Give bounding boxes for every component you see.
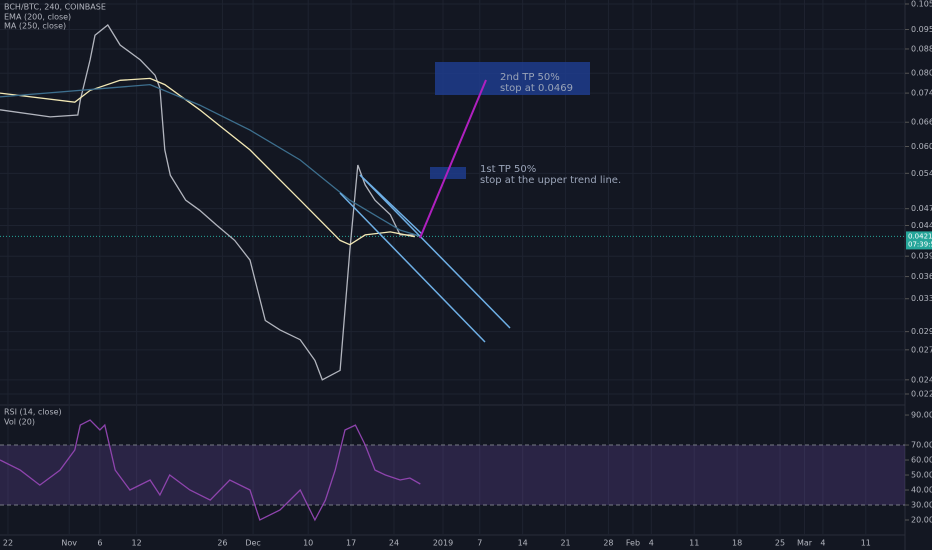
- chart-title: BCH/BTC, 240, COINBASE: [4, 3, 106, 12]
- y-tick-label: 0.02400: [911, 375, 932, 384]
- series-line: [0, 83, 421, 237]
- y-tick-label: 30.0000: [911, 501, 932, 510]
- y-tick-label: 20.0000: [911, 516, 932, 525]
- y-tick-label: 0.05400: [911, 169, 932, 178]
- y-tick-label: 70.0000: [911, 441, 932, 450]
- y-tick-label: 0.07400: [911, 89, 932, 98]
- x-tick-label: 12: [132, 539, 142, 548]
- x-tick-label: 10: [303, 539, 313, 548]
- y-tick-label: 0.03300: [911, 294, 932, 303]
- y-tick-label: 0.06000: [911, 142, 932, 151]
- x-tick-label: 2019: [433, 539, 453, 548]
- y-tick-label: 0.03900: [911, 252, 932, 261]
- x-tick-label: 7: [477, 539, 482, 548]
- series-line: [0, 24, 421, 381]
- annotation: 1st TP 50%: [480, 164, 536, 175]
- last-price-badge: [906, 231, 932, 250]
- y-tick-label: 0.08000: [911, 69, 932, 78]
- plot: [0, 24, 421, 522]
- y-tick-label: 0.04400: [911, 221, 932, 230]
- x-tick-label: 24: [389, 539, 399, 548]
- x-tick-label: 21: [560, 539, 570, 548]
- x-tick-label: 4: [649, 539, 654, 548]
- legend-entry: EMA (200, close): [4, 13, 71, 22]
- x-tick-label: 26: [217, 539, 227, 548]
- y-tick-label: 40.0000: [911, 486, 932, 495]
- y-tick-label: 0.06600: [911, 118, 932, 127]
- y-tick-label: 50.0000: [911, 471, 932, 480]
- y-tick-label: 0.03600: [911, 272, 932, 281]
- x-tick-label: 17: [346, 539, 356, 548]
- x-tick-label: Feb: [626, 539, 640, 548]
- y-tick-label: 0.08800: [911, 44, 932, 53]
- rsi-band: [0, 445, 905, 506]
- y-tick-label: 60.0000: [911, 456, 932, 465]
- x-tick-label: Mar: [797, 539, 813, 548]
- legend-entry: RSI (14, close): [4, 408, 62, 417]
- x-tick-label: 18: [732, 539, 742, 548]
- legend-entry: Vol (20): [4, 418, 35, 427]
- x-tick-label: 6: [97, 539, 102, 548]
- series-line: [0, 419, 421, 522]
- y-tick-label: 0.09500: [911, 25, 932, 34]
- y-tick-label: 0.02270: [911, 390, 932, 399]
- x-tick-label: Dec: [245, 539, 260, 548]
- annotation: 2nd TP 50%: [500, 72, 560, 83]
- annotation: stop at 0.0469: [500, 83, 573, 94]
- target-line: [419, 79, 487, 239]
- y-tick-label: 90.0000: [911, 411, 932, 420]
- x-tick-label: 11: [689, 539, 699, 548]
- annotation-box: [435, 62, 590, 95]
- legend-entry: MA (250, close): [4, 22, 66, 31]
- annotation: stop at the upper trend line.: [480, 175, 621, 186]
- x-tick-label: 4: [820, 539, 825, 548]
- y-tick-label: 0.02900: [911, 327, 932, 336]
- y-tick-label: 0.10500: [911, 0, 932, 9]
- x-tick-label: 14: [518, 539, 528, 548]
- x-tick-label: 22: [3, 539, 13, 548]
- x-tick-label: Nov: [61, 539, 77, 548]
- trend-line: [359, 174, 423, 235]
- x-tick-label: 28: [603, 539, 613, 548]
- y-tick-label: 0.02700: [911, 345, 932, 354]
- x-tick-label: 25: [775, 539, 785, 548]
- grid: [0, 0, 905, 535]
- trend-line: [339, 192, 486, 343]
- x-tick-label: 11: [861, 539, 871, 548]
- trend-line: [359, 174, 511, 329]
- last-price-label: 0.04215: [908, 232, 932, 240]
- y-tick-label: 0.04700: [911, 204, 932, 213]
- countdown-label: 07:39:57: [908, 240, 932, 248]
